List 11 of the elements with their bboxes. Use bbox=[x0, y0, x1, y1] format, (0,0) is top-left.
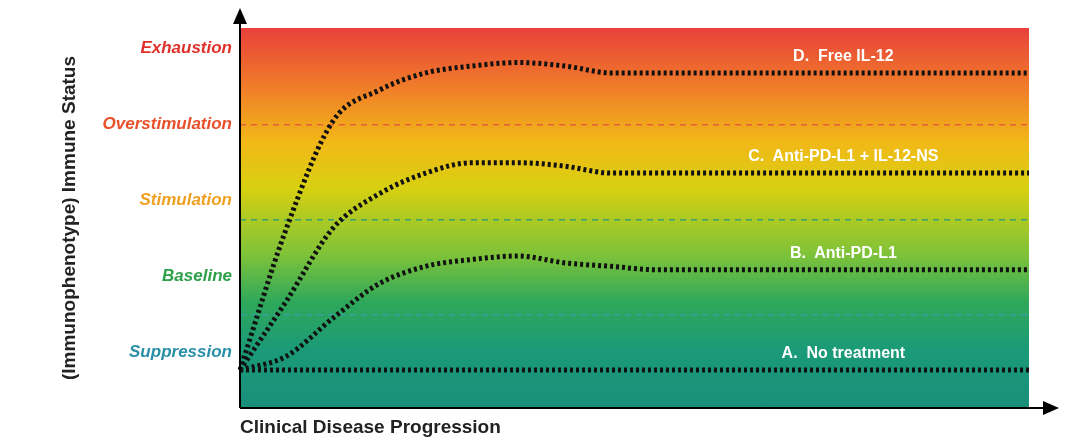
text: Baseline bbox=[162, 265, 232, 285]
series-label: C. Anti-PD-L1 + IL-12-NS bbox=[748, 147, 939, 165]
x-axis-title: Clinical Disease Progression bbox=[240, 415, 501, 437]
text: (Immunophenotype) Immune Status bbox=[58, 55, 80, 381]
text: Exhaustion bbox=[140, 37, 232, 57]
series-label: D. Free IL-12 bbox=[793, 47, 894, 65]
text: Suppression bbox=[129, 341, 232, 361]
series-label: B. Anti-PD-L1 bbox=[789, 244, 897, 262]
text: Overstimulation bbox=[102, 113, 232, 133]
series-label: A. No treatment bbox=[781, 344, 906, 362]
text: Stimulation bbox=[139, 189, 232, 209]
